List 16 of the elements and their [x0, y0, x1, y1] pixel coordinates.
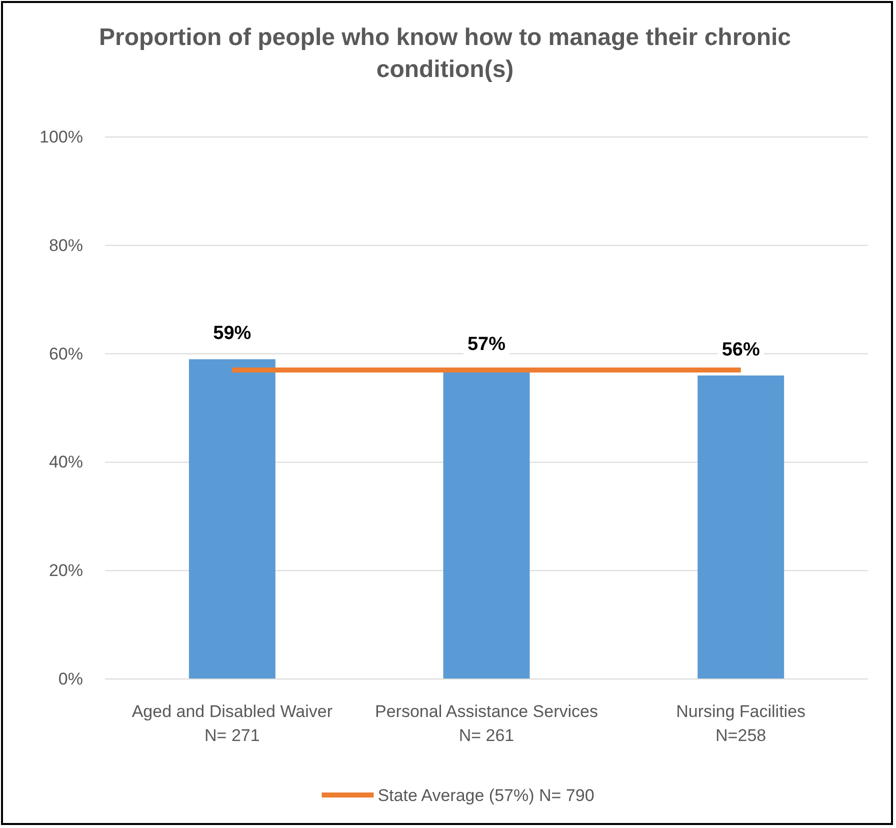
y-tick-label: 0% [58, 669, 83, 688]
y-tick-label: 60% [48, 344, 83, 364]
y-tick-label: 100% [40, 127, 83, 146]
bar [698, 375, 784, 679]
bar [188, 359, 276, 679]
x-tick-label: Aged and Disabled Waiver N= 271 [132, 702, 333, 745]
y-tick-label: 80% [48, 236, 83, 255]
y-tick-label: 20% [48, 561, 83, 580]
data-label: 57% [467, 334, 506, 356]
data-label: 56% [722, 339, 760, 360]
data-label: 59% [213, 323, 252, 344]
legend-label: State Average (57%) N= 790 [378, 786, 594, 805]
x-tick-label: Nursing Facilities N=258 [676, 702, 806, 745]
chart-title: Proportion of people who know how to manage their chronic condition(s) [98, 24, 792, 83]
y-tick-label: 40% [48, 452, 83, 472]
x-tick-label: Personal Assistance Services N= 261 [375, 702, 598, 745]
